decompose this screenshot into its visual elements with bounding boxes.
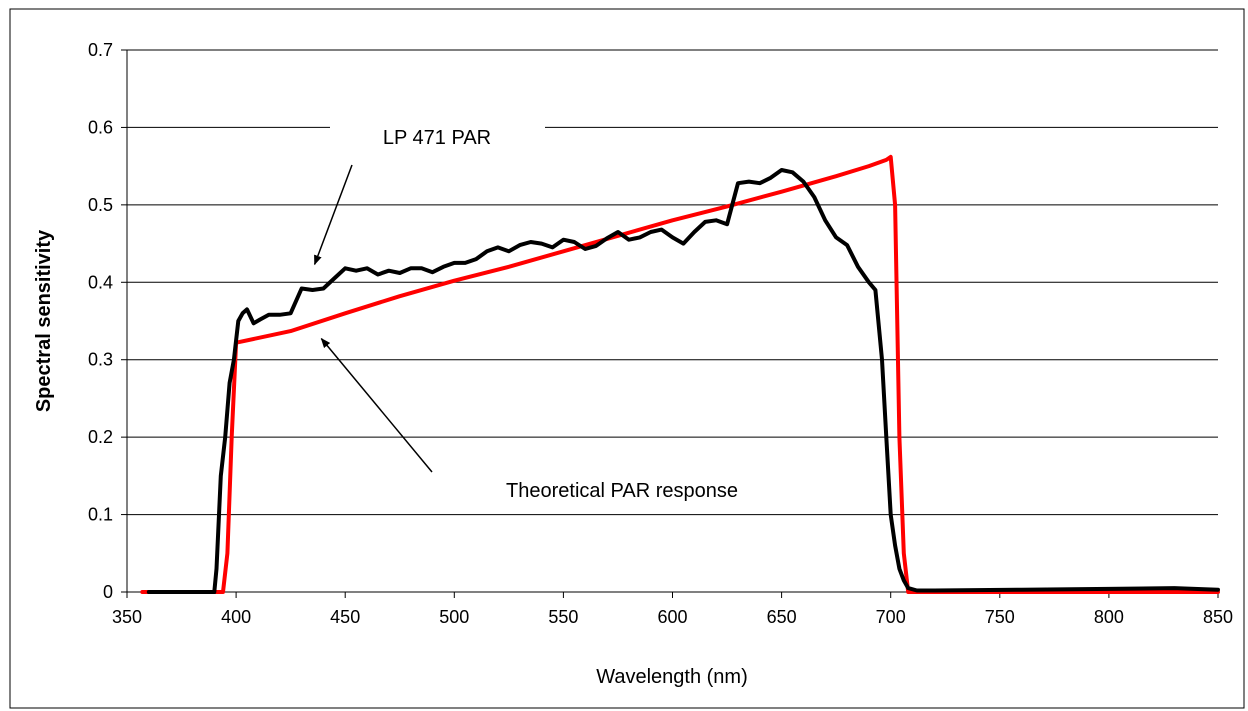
annotation-arrow-theoretical-par: [320, 337, 433, 473]
y-axis-title: Spectral sensitivity: [33, 229, 55, 412]
x-tick-label: 500: [439, 607, 469, 627]
y-tick-label: 0.4: [88, 272, 113, 292]
annotation-lp-471-par: LP 471 PAR: [383, 127, 491, 149]
x-tick-label: 550: [548, 607, 578, 627]
x-tick-label: 650: [767, 607, 797, 627]
series-lines: [140, 154, 1220, 594]
y-tick-label: 0.6: [88, 117, 113, 137]
annotations: LP 471 PAR Theoretical PAR response: [313, 118, 738, 502]
y-tick-label: 0.5: [88, 195, 113, 215]
y-tick-label: 0.3: [88, 350, 113, 370]
x-tick-label: 800: [1094, 607, 1124, 627]
y-tick-labels: 0 0.1 0.2 0.3 0.4 0.5 0.6 0.7: [88, 40, 113, 602]
annotation-arrow-lp-471-par: [313, 164, 353, 266]
x-tick-label: 450: [330, 607, 360, 627]
y-tick-label: 0.1: [88, 505, 113, 525]
gridlines: [127, 49, 1218, 516]
x-tick-label: 400: [221, 607, 251, 627]
x-tick-label: 750: [985, 607, 1015, 627]
y-tick-label: 0.7: [88, 40, 113, 60]
x-tick-label: 700: [876, 607, 906, 627]
x-tick-label: 850: [1203, 607, 1233, 627]
x-tick-label: 600: [657, 607, 687, 627]
y-tick-label: 0: [103, 582, 113, 602]
x-tick-label: 350: [112, 607, 142, 627]
x-axis-title: Wavelength (nm): [596, 666, 748, 688]
y-tick-label: 0.2: [88, 427, 113, 447]
plot-area: [127, 50, 1218, 592]
annotation-label-bg: [330, 118, 545, 148]
series-line-lp-471-par: [146, 168, 1220, 594]
annotation-theoretical-par-response: Theoretical PAR response: [506, 480, 738, 502]
x-tick-labels: 350 400 450 500 550 600 650 700 750 800 850: [112, 607, 1233, 627]
